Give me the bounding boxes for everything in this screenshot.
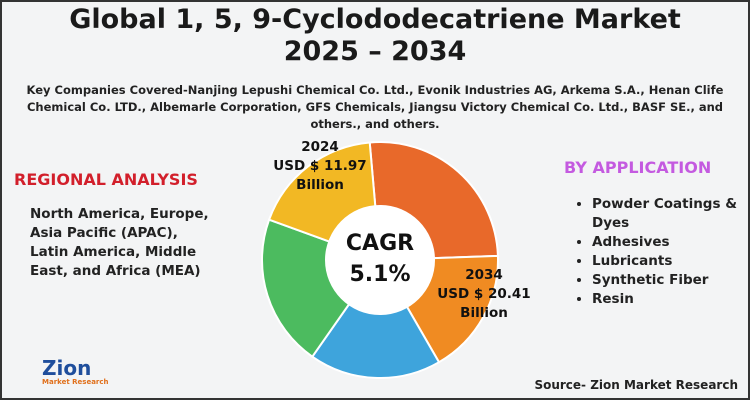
start-amount: USD $ 11.97 — [273, 158, 367, 174]
application-item: Adhesives — [592, 233, 748, 252]
regional-text: North America, Europe, Asia Pacific (APA… — [30, 206, 209, 279]
logo: Zion Market Research — [42, 358, 109, 386]
application-item: Powder Coatings & Dyes — [592, 195, 748, 233]
title: Global 1, 5, 9-Cyclododecatriene Market … — [2, 4, 748, 68]
key-companies: Key Companies Covered-Nanjing Lepushi Ch… — [26, 83, 724, 131]
application-item: Synthetic Fiber — [592, 271, 748, 290]
source: Source- Zion Market Research — [534, 378, 738, 392]
start-label: 2024 USD $ 11.97 Billion — [250, 138, 390, 195]
application-item: Resin — [592, 290, 748, 309]
start-unit: Billion — [296, 177, 344, 193]
logo-name: Zion — [42, 356, 92, 380]
end-label: 2034 USD $ 20.41 Billion — [414, 266, 554, 323]
application-list: Powder Coatings & Dyes Adhesives Lubrica… — [562, 195, 748, 309]
start-year: 2024 — [301, 139, 339, 155]
cagr-label: CAGR — [346, 231, 414, 256]
application-heading: BY APPLICATION — [564, 158, 712, 177]
regional-heading: REGIONAL ANALYSIS — [14, 170, 198, 189]
end-year: 2034 — [465, 267, 503, 283]
logo-tagline: Market Research — [42, 378, 109, 386]
end-amount: USD $ 20.41 — [437, 286, 531, 302]
application-item: Lubricants — [592, 252, 748, 271]
donut-center — [325, 205, 435, 315]
title-line: Global 1, 5, 9-Cyclododecatriene Market — [69, 4, 681, 35]
donut-segment — [310, 258, 441, 379]
end-unit: Billion — [460, 305, 508, 321]
cagr-value: 5.1% — [349, 262, 410, 287]
title-line: 2025 – 2034 — [283, 36, 467, 67]
